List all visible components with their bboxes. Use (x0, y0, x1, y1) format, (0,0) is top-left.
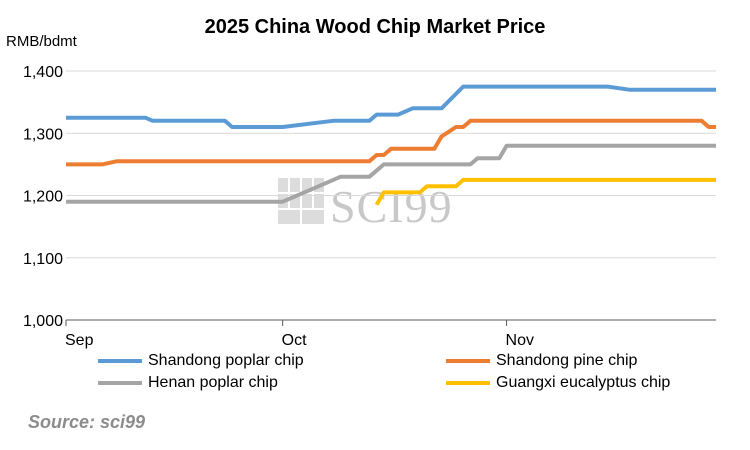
watermark-logo-block (302, 194, 312, 208)
series-line-guangxi-eucalyptus-chip (374, 177, 716, 206)
watermark-logo-block (290, 178, 300, 192)
watermark-logo-block (302, 178, 312, 192)
y-tick-label: 1,000 (23, 313, 63, 330)
legend-label-shandong-poplar: Shandong poplar chip (148, 352, 304, 369)
x-tick-label: Sep (65, 332, 94, 349)
watermark-logo-block (302, 210, 324, 224)
legend-swatch-guangxi-eucalyptus (446, 381, 490, 385)
watermark-logo-block (314, 194, 324, 208)
legend-swatch-henan-poplar (98, 381, 142, 385)
y-tick-label: 1,400 (23, 64, 63, 81)
series-line-henan-poplar-chip (66, 143, 716, 204)
y-tick-label: 1,100 (23, 251, 63, 268)
legend-item-shandong-poplar: Shandong poplar chip (98, 351, 304, 371)
series-line-shandong-poplar-chip (66, 84, 716, 129)
x-tick-label: Nov (506, 332, 534, 349)
watermark-logo-block (278, 210, 300, 224)
source-note: Source: sci99 (28, 412, 146, 432)
x-tick-label: Oct (282, 332, 307, 349)
watermark-logo-block (290, 194, 300, 208)
y-axis-unit-label: RMB/bdmt (6, 33, 77, 50)
y-tick-label: 1,200 (23, 189, 63, 206)
watermark-logo-block (278, 178, 288, 192)
legend-swatch-shandong-poplar (98, 359, 142, 363)
y-tick-label: 1,300 (23, 126, 63, 143)
legend-item-henan-poplar: Henan poplar chip (98, 373, 278, 393)
legend-item-shandong-pine: Shandong pine chip (446, 351, 637, 371)
legend-swatch-shandong-pine (446, 359, 490, 363)
legend-label-henan-poplar: Henan poplar chip (148, 374, 278, 391)
chart-title: 2025 China Wood Chip Market Price (204, 16, 546, 38)
legend-label-shandong-pine: Shandong pine chip (496, 352, 638, 369)
legend-item-guangxi-eucalyptus: Guangxi eucalyptus chip (446, 373, 670, 393)
watermark-text: SCI99 (330, 181, 453, 232)
series-line-shandong-pine-chip (66, 118, 716, 167)
legend-label-guangxi-eucalyptus: Guangxi eucalyptus chip (496, 374, 671, 391)
